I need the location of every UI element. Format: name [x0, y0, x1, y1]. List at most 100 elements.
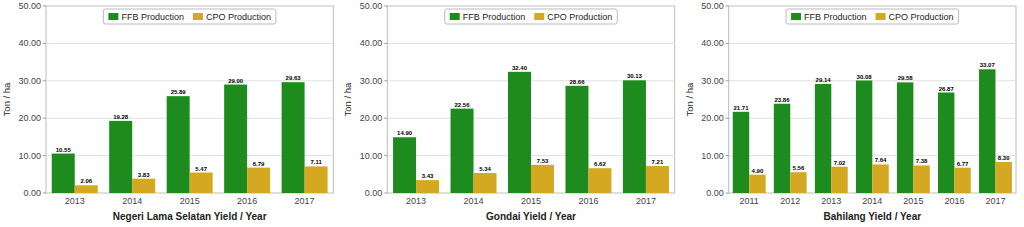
y-tick-label: 30.00	[360, 76, 383, 86]
y-tick	[726, 43, 729, 44]
y-tick	[43, 118, 46, 119]
legend-label: CPO Production	[889, 12, 954, 22]
x-tick-label: 2013	[65, 196, 85, 206]
data-label: 28.66	[569, 79, 585, 85]
data-label: 30.08	[857, 74, 873, 80]
y-tick	[726, 80, 729, 81]
x-tick-label: 2014	[464, 196, 484, 206]
bar	[531, 165, 554, 193]
bar	[75, 185, 98, 193]
plot-frame	[46, 6, 333, 193]
data-label: 6.77	[957, 161, 969, 167]
grid-line	[387, 43, 674, 44]
y-tick-label: 20.00	[701, 113, 724, 123]
x-tick-label: 2015	[903, 196, 923, 206]
x-tick-label: 2011	[740, 196, 759, 206]
legend-swatch	[791, 13, 801, 20]
grid-line	[729, 6, 1016, 7]
y-tick	[384, 80, 387, 81]
bar	[305, 166, 328, 193]
y-tick-label: 50.00	[701, 1, 724, 11]
bar	[954, 168, 970, 193]
y-tick	[43, 80, 46, 81]
x-tick-label: 2015	[180, 196, 200, 206]
legend-swatch	[534, 13, 544, 20]
bar	[815, 84, 831, 193]
data-label: 7.11	[310, 159, 322, 165]
y-tick-label: 0.00	[365, 188, 383, 198]
y-tick	[384, 193, 387, 194]
data-label: 7.64	[875, 157, 887, 163]
data-label: 3.43	[422, 173, 434, 179]
x-tick-label: 2014	[122, 196, 142, 206]
bar	[247, 168, 270, 193]
bars	[52, 82, 328, 193]
data-label: 32.40	[512, 65, 528, 71]
data-label: 4.90	[752, 168, 764, 174]
bar	[790, 172, 806, 193]
legend-swatch	[450, 13, 460, 20]
y-tick-label: 20.00	[18, 113, 41, 123]
data-label: 7.53	[537, 158, 549, 164]
y-axis-label: Ton / ha	[342, 82, 353, 117]
bar	[897, 82, 913, 193]
y-tick-label: 0.00	[23, 188, 41, 198]
x-tick-label: 2013	[406, 196, 426, 206]
panel: 0.0010.0020.0030.0040.0050.0014.9022.563…	[342, 1, 674, 222]
bar	[393, 137, 416, 193]
data-label: 29.58	[898, 75, 914, 81]
grid-line	[46, 43, 333, 44]
bar	[416, 180, 439, 193]
x-tick-label: 2016	[944, 196, 964, 206]
y-tick	[726, 6, 729, 7]
bar	[588, 168, 611, 193]
data-label: 3.83	[138, 172, 150, 178]
legend-box	[786, 9, 959, 24]
data-label: 6.79	[253, 161, 265, 167]
bar	[109, 121, 132, 193]
data-label: 29.00	[228, 78, 244, 84]
panel: 0.0010.0020.0030.0040.0050.0010.5519.282…	[1, 1, 333, 222]
x-tick-label: 2016	[578, 196, 598, 206]
data-label: 6.62	[594, 161, 606, 167]
bar	[913, 165, 929, 193]
panel: 0.0010.0020.0030.0040.0050.0021.7123.862…	[684, 1, 1016, 222]
bar	[565, 86, 588, 193]
data-labels: 10.5519.2825.8929.0029.632.063.835.476.7…	[56, 75, 323, 184]
x-tick-label: 2016	[237, 196, 257, 206]
data-label: 23.86	[775, 97, 791, 103]
legend-label: FFB Production	[121, 12, 184, 22]
y-tick	[43, 193, 46, 194]
data-label: 26.87	[939, 86, 955, 92]
data-label: 10.55	[56, 147, 72, 153]
bar	[774, 104, 790, 193]
legend-label: CPO Production	[547, 12, 612, 22]
data-label: 29.14	[816, 77, 832, 83]
y-tick-label: 40.00	[18, 38, 41, 48]
y-axis-label: Ton / ha	[684, 82, 695, 117]
bar	[979, 69, 995, 193]
legend: FFB ProductionCPO Production	[445, 9, 618, 24]
grid-line	[387, 6, 674, 7]
data-label: 7.21	[652, 159, 664, 165]
legend-box	[445, 9, 618, 24]
plot-frame	[387, 6, 674, 193]
legend-swatch	[193, 13, 203, 20]
x-tick-label: 2015	[521, 196, 541, 206]
y-axis-label: Ton / ha	[1, 82, 12, 117]
x-tick-label: 2017	[636, 196, 656, 206]
y-tick	[726, 155, 729, 156]
bar	[856, 81, 872, 193]
y-tick	[43, 155, 46, 156]
bar	[508, 72, 531, 193]
bar	[646, 166, 669, 193]
x-tick-label: 2017	[295, 196, 315, 206]
bar	[132, 179, 155, 193]
bar	[451, 109, 474, 193]
bar	[190, 173, 213, 193]
y-tick-label: 10.00	[701, 151, 724, 161]
x-tick-label: 2012	[780, 196, 800, 206]
data-label: 5.34	[479, 166, 491, 172]
y-tick-label: 50.00	[18, 1, 41, 11]
legend-swatch	[108, 13, 118, 20]
